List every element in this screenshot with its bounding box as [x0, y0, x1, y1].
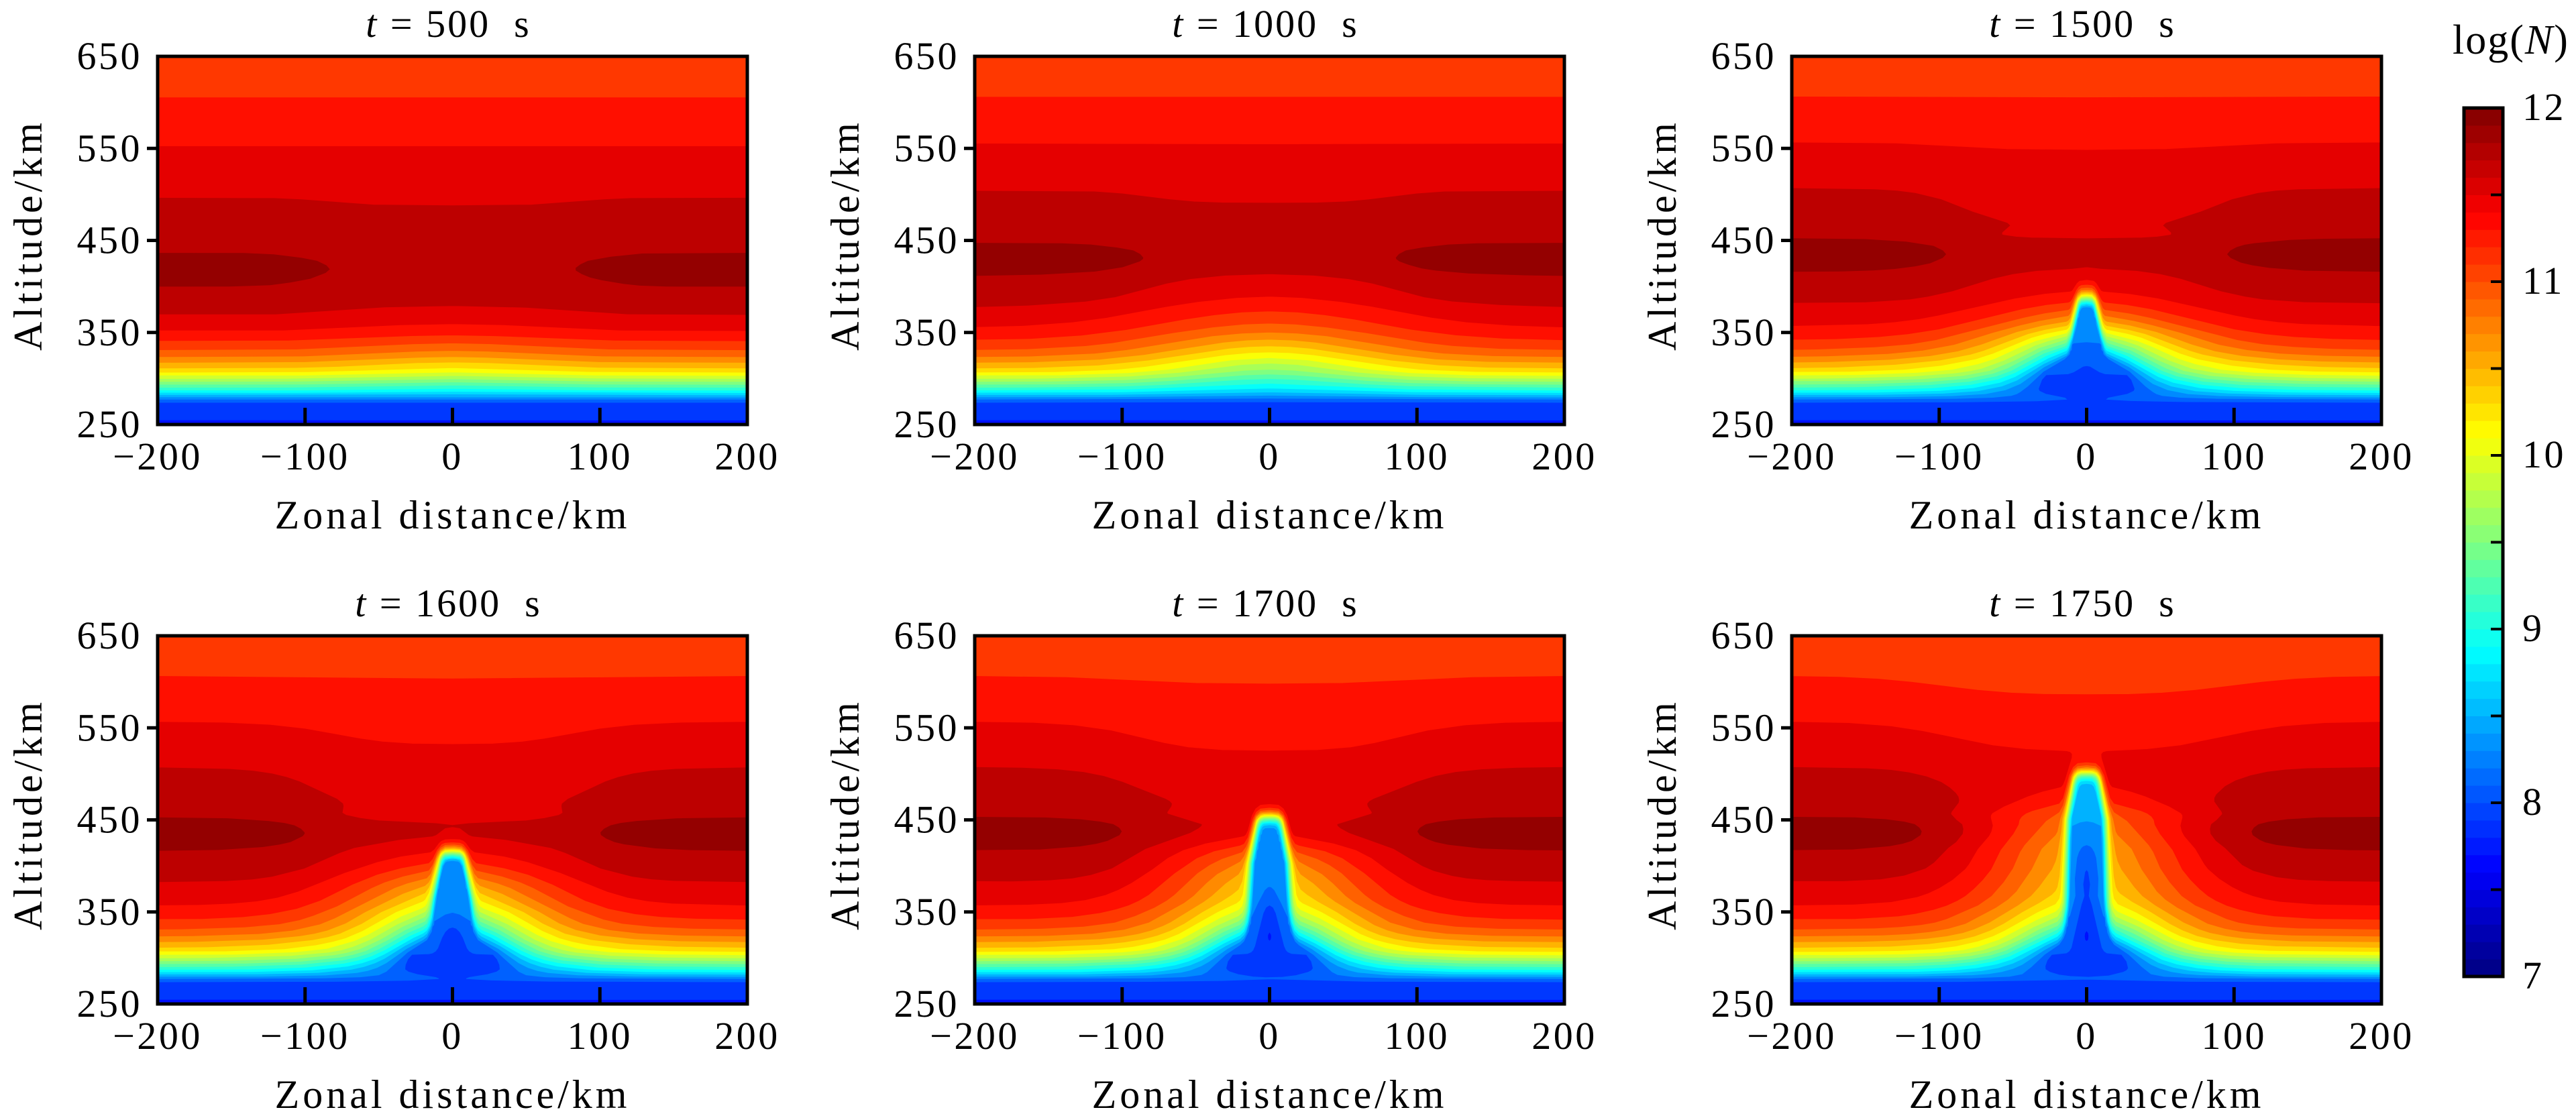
svg-text:t = 500 s: t = 500 s	[366, 2, 531, 46]
svg-text:t = 1500 s: t = 1500 s	[1989, 2, 2176, 46]
svg-text:200: 200	[1532, 435, 1597, 478]
svg-text:250: 250	[1711, 982, 1777, 1025]
svg-text:8: 8	[2522, 780, 2544, 824]
svg-text:t = 1000 s: t = 1000 s	[1172, 2, 1358, 46]
svg-text:0: 0	[2076, 435, 2098, 478]
svg-text:250: 250	[894, 982, 960, 1025]
svg-text:250: 250	[77, 982, 143, 1025]
svg-text:10: 10	[2522, 433, 2566, 476]
svg-text:Zonal distance/km: Zonal distance/km	[1909, 1072, 2265, 1117]
svg-text:Zonal distance/km: Zonal distance/km	[1092, 1072, 1448, 1117]
svg-text:350: 350	[894, 311, 960, 354]
svg-text:450: 450	[77, 798, 143, 842]
svg-text:250: 250	[77, 402, 143, 446]
svg-text:200: 200	[2349, 435, 2414, 478]
svg-text:−100: −100	[260, 435, 350, 478]
svg-text:350: 350	[1711, 890, 1777, 934]
svg-text:100: 100	[1385, 435, 1450, 478]
svg-text:7: 7	[2522, 954, 2544, 997]
svg-text:Zonal distance/km: Zonal distance/km	[1909, 493, 2265, 537]
svg-text:t = 1750 s: t = 1750 s	[1989, 581, 2176, 625]
svg-text:550: 550	[894, 706, 960, 749]
svg-text:Altitude/km: Altitude/km	[6, 699, 50, 930]
svg-text:100: 100	[568, 435, 633, 478]
svg-text:450: 450	[1711, 798, 1777, 842]
svg-text:−200: −200	[113, 1014, 203, 1058]
svg-text:450: 450	[894, 219, 960, 262]
svg-text:450: 450	[1711, 219, 1777, 262]
svg-text:200: 200	[2349, 1014, 2414, 1058]
svg-text:−200: −200	[113, 435, 203, 478]
svg-text:0: 0	[1258, 435, 1281, 478]
svg-text:−200: −200	[1747, 435, 1837, 478]
svg-text:250: 250	[894, 402, 960, 446]
svg-text:650: 650	[77, 34, 143, 78]
svg-text:550: 550	[77, 126, 143, 170]
svg-text:−100: −100	[260, 1014, 350, 1058]
svg-text:Altitude/km: Altitude/km	[6, 119, 50, 351]
svg-text:550: 550	[894, 126, 960, 170]
svg-text:650: 650	[1711, 34, 1777, 78]
svg-text:550: 550	[1711, 706, 1777, 749]
svg-text:log(N): log(N)	[2453, 17, 2569, 63]
svg-text:9: 9	[2522, 606, 2544, 650]
svg-text:100: 100	[2202, 435, 2267, 478]
svg-text:0: 0	[441, 435, 464, 478]
svg-text:−200: −200	[1747, 1014, 1837, 1058]
svg-text:t = 1700 s: t = 1700 s	[1172, 581, 1358, 625]
svg-text:−200: −200	[930, 1014, 1020, 1058]
svg-text:Zonal distance/km: Zonal distance/km	[275, 1072, 631, 1117]
svg-text:12: 12	[2522, 85, 2566, 129]
svg-text:−200: −200	[930, 435, 1020, 478]
svg-text:650: 650	[894, 614, 960, 657]
svg-text:0: 0	[1258, 1014, 1281, 1058]
svg-text:250: 250	[1711, 402, 1777, 446]
svg-text:350: 350	[894, 890, 960, 934]
svg-text:Zonal distance/km: Zonal distance/km	[275, 493, 631, 537]
svg-text:650: 650	[894, 34, 960, 78]
svg-text:−100: −100	[1077, 1014, 1167, 1058]
svg-text:0: 0	[2076, 1014, 2098, 1058]
svg-text:100: 100	[1385, 1014, 1450, 1058]
svg-text:350: 350	[1711, 311, 1777, 354]
svg-text:450: 450	[77, 219, 143, 262]
svg-text:Altitude/km: Altitude/km	[823, 119, 867, 351]
svg-text:−100: −100	[1077, 435, 1167, 478]
svg-text:−100: −100	[1894, 1014, 1984, 1058]
svg-text:−100: −100	[1894, 435, 1984, 478]
svg-text:100: 100	[2202, 1014, 2267, 1058]
svg-text:200: 200	[714, 435, 780, 478]
svg-text:t = 1600 s: t = 1600 s	[355, 581, 541, 625]
svg-text:550: 550	[1711, 126, 1777, 170]
svg-text:650: 650	[77, 614, 143, 657]
svg-text:450: 450	[894, 798, 960, 842]
svg-text:100: 100	[568, 1014, 633, 1058]
svg-text:11: 11	[2522, 259, 2565, 302]
svg-text:200: 200	[1532, 1014, 1597, 1058]
svg-text:550: 550	[77, 706, 143, 749]
svg-text:200: 200	[714, 1014, 780, 1058]
svg-text:Altitude/km: Altitude/km	[1640, 119, 1684, 351]
svg-text:350: 350	[77, 311, 143, 354]
svg-text:350: 350	[77, 890, 143, 934]
svg-text:650: 650	[1711, 614, 1777, 657]
svg-text:Altitude/km: Altitude/km	[1640, 699, 1684, 930]
svg-text:0: 0	[441, 1014, 464, 1058]
svg-text:Altitude/km: Altitude/km	[823, 699, 867, 930]
svg-text:Zonal distance/km: Zonal distance/km	[1092, 493, 1448, 537]
